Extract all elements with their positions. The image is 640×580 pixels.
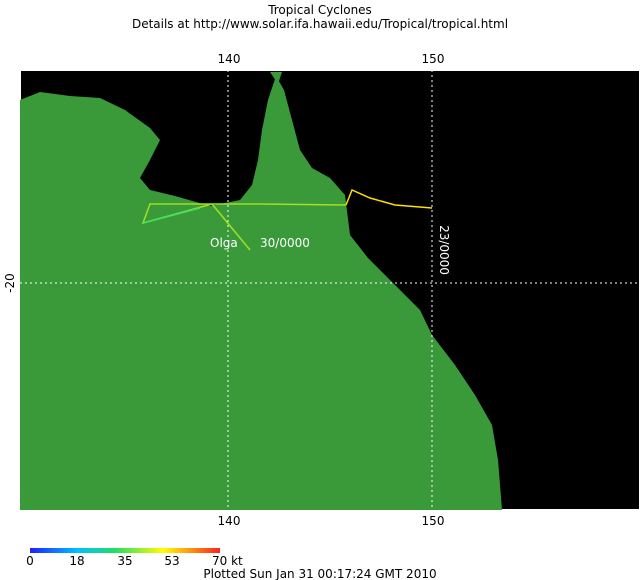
lon-label: 140 bbox=[218, 514, 241, 528]
colorbar bbox=[30, 548, 220, 553]
graticule bbox=[20, 70, 640, 510]
land bbox=[20, 76, 502, 510]
storm-track bbox=[141, 188, 433, 251]
storm-time: 30/0000 bbox=[260, 236, 310, 250]
colorbar-label: 53 bbox=[164, 554, 179, 568]
lat-label: -20 bbox=[3, 273, 17, 293]
storm-start: 23/0000 bbox=[437, 225, 451, 275]
colorbar-label: 0 bbox=[26, 554, 34, 568]
storm-name: Olga bbox=[210, 236, 238, 250]
footer: Plotted Sun Jan 31 00:17:24 GMT 2010 bbox=[203, 567, 436, 580]
lon-label: 150 bbox=[422, 514, 445, 528]
title: Tropical Cyclones bbox=[267, 3, 372, 17]
colorbar-label: 35 bbox=[117, 554, 132, 568]
colorbar-label: 70 kt bbox=[212, 554, 243, 568]
lon-label: 150 bbox=[422, 52, 445, 66]
island bbox=[270, 72, 282, 84]
subtitle: Details at http://www.solar.ifa.hawaii.e… bbox=[132, 17, 508, 31]
lon-label: 140 bbox=[218, 52, 241, 66]
colorbar-label: 18 bbox=[69, 554, 84, 568]
